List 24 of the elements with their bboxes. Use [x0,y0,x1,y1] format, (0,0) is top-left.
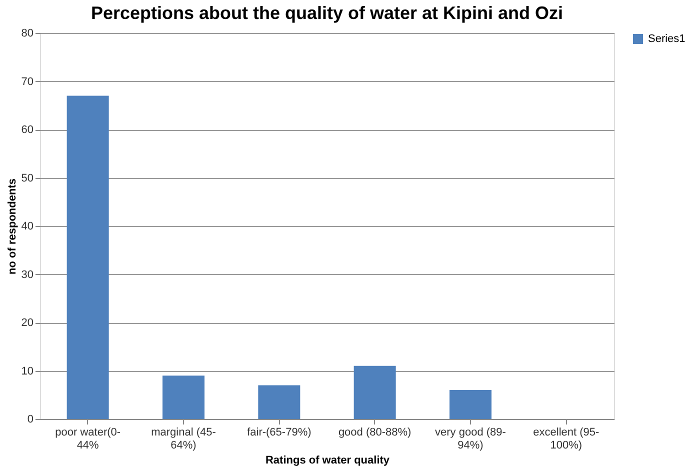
bar [354,366,396,419]
bar [162,376,204,419]
bar [450,390,492,419]
y-tick-label: 60 [21,124,34,136]
x-tick-label: marginal (45-64%) [151,426,216,452]
bar [66,96,109,419]
y-tick-label: 50 [21,172,34,184]
bar [258,385,300,419]
y-tick-label: 70 [21,76,34,88]
y-tick-label: 0 [27,414,34,426]
y-tick-label: 10 [21,365,34,378]
x-tick-label: excellent (95-100%) [533,426,600,452]
x-tick-label: good (80-88%) [338,426,412,438]
y-tick-label: 80 [21,28,34,40]
y-tick-label: 20 [21,317,34,329]
x-tick-label: poor water(0-44% [55,426,121,452]
x-tick-label: fair-(65-79%) [247,426,312,438]
chart-title: Perceptions about the quality of water at Kipini and Ozi [90,3,564,23]
legend-label: Series1 [648,33,686,45]
x-tick-label: very good (89-94%) [435,426,506,452]
y-tick-label: 40 [21,220,34,232]
y-axis-title: no of respondents [6,178,18,274]
y-tick-label: 30 [21,268,34,281]
x-axis-title: Ratings of water quality [265,454,390,466]
